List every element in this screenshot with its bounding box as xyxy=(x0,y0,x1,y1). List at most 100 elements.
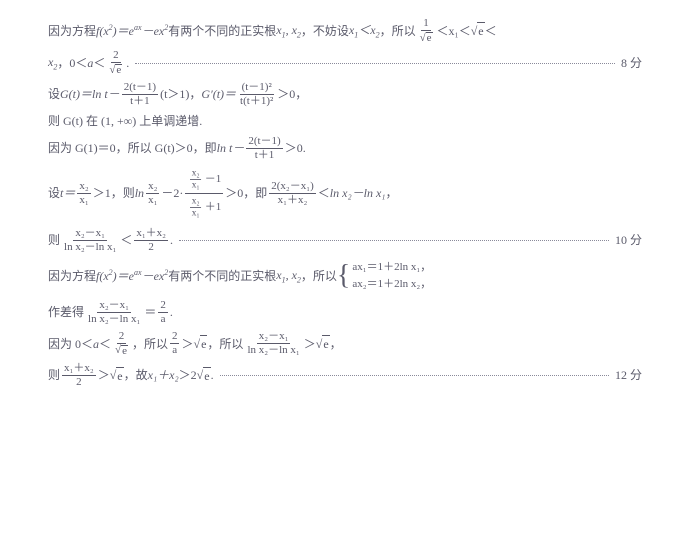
text: ＜x₁＜ xyxy=(437,23,471,40)
brace-top: ax₁＝1＋2ln x₁， xyxy=(352,259,431,277)
sqrt-e: e xyxy=(316,335,330,353)
line2-content: x2 ，0＜ a ＜ 2 e . xyxy=(48,50,129,76)
text: ，0＜ xyxy=(57,55,87,72)
points-12: 12 分 xyxy=(615,367,642,384)
text: ＞ xyxy=(98,367,110,384)
sqrt-e: e xyxy=(115,345,128,357)
expr-lnt: ln t－ xyxy=(217,140,245,157)
text: ＞2 xyxy=(179,367,197,384)
frac-diff-over-lndiff: x₂－x₁ ln x₂－ln x₁ xyxy=(62,228,118,253)
proof-line-2: x2 ，0＜ a ＜ 2 e . 8 分 xyxy=(48,50,642,76)
line4-content: 则 G(t) 在 (1, +∞) 上单调递增. xyxy=(48,113,202,130)
brace-bot: ax₂＝1＋2ln x₂， xyxy=(352,276,431,294)
text: 有两个不同的正实根 xyxy=(168,23,276,40)
text: ＞1，则 xyxy=(93,185,135,202)
expr-x1x2b: x1, x2 xyxy=(276,267,301,286)
text: ， xyxy=(385,185,397,202)
proof-line-9: 作差得 x₂－x₁ ln x₂－ln x₁ ＝ 2 a . xyxy=(48,300,642,325)
text: ＞0， xyxy=(277,86,307,103)
sqrt-e: e xyxy=(471,22,485,40)
expr-x1plusx2: x₁＋x₂ xyxy=(148,367,179,384)
proof-line-4: 则 G(t) 在 (1, +∞) 上单调递增. xyxy=(48,113,642,130)
text: ＜ xyxy=(93,55,105,72)
proof-line-10: 因为 0＜ a ＜ 2 e ，所以 2 a ＞ e ，所以 x₂－x₁ ln x… xyxy=(48,331,642,357)
text: ，所以 xyxy=(301,268,337,285)
text: 因为方程 xyxy=(48,268,96,285)
frac-2-over-a: 2 a xyxy=(158,300,168,325)
text: ＜ xyxy=(120,232,132,249)
dot-leader xyxy=(179,240,609,241)
proof-line-3: 设 G(t)＝ln t－ 2(t－1) t＋1 (t＞1) ， G′(t)＝ (… xyxy=(48,82,642,107)
expr-x1x2: x1, x2 xyxy=(276,22,301,41)
sqrt-e: e xyxy=(420,32,433,44)
text: ＜ xyxy=(318,185,330,202)
text: －2· xyxy=(161,185,183,202)
text: 有两个不同的正实根 xyxy=(168,268,276,285)
line11-content: 则 x₁＋x₂ 2 ＞ e ，故 x₁＋x₂ ＞2 e . xyxy=(48,363,214,388)
dot-leader xyxy=(135,63,615,64)
text: 设 xyxy=(48,86,60,103)
frac-big: x₂x₁ －1 x₂x₁ ＋1 xyxy=(185,167,223,220)
text: 因为 G(1)＝0，所以 G(t)＞0，即 xyxy=(48,140,217,157)
expr-fx2b: f(x2)＝eax－ex2 xyxy=(96,267,168,285)
expr-x2: x2 xyxy=(48,54,57,73)
text: . xyxy=(170,232,173,249)
text: ＞ xyxy=(304,336,316,353)
line5-content: 因为 G(1)＝0，所以 G(t)＞0，即 ln t－ 2(t－1) t＋1 ＞… xyxy=(48,136,306,161)
text: ＜ xyxy=(99,336,111,353)
text: 则 xyxy=(48,367,60,384)
line8-content: 因为方程 f(x2)＝eax－ex2 有两个不同的正实根 x1, x2 ，所以 … xyxy=(48,259,431,294)
text: ，所以 xyxy=(380,23,416,40)
proof-line-1: 因为方程 f(x2)＝eax－ex2 有两个不同的正实根 x1, x2 ，不妨设… xyxy=(48,18,642,44)
text: ， xyxy=(330,336,342,353)
line6-content: 设 t＝ x₂ x₁ ＞1，则 ln x₂ x₁ －2· x₂x₁ －1 x₂x… xyxy=(48,167,397,220)
expr-Gprime-lhs: G′(t)＝ xyxy=(201,86,236,103)
text: . xyxy=(211,367,214,384)
frac-2-sqrte: 2 e xyxy=(107,50,124,76)
text: ，故 xyxy=(124,367,148,384)
frac-x1x2-over-2b: x₁＋x₂ 2 xyxy=(62,363,96,388)
frac-2x2x1: 2(x₂－x₁) x₁＋x₂ xyxy=(269,181,316,206)
text: ＞0. xyxy=(285,140,306,157)
frac-x2x1b: x₂ x₁ xyxy=(146,181,159,206)
expr-lnx2lnx1: ln x₂－ln x₁ xyxy=(330,185,386,202)
sqrt-e: e xyxy=(194,335,208,353)
text: 因为方程 xyxy=(48,23,96,40)
text: . xyxy=(170,304,173,321)
line7-content: 则 x₂－x₁ ln x₂－ln x₁ ＜ x₁＋x₂ 2 . xyxy=(48,228,173,253)
text: ，所以 xyxy=(207,336,243,353)
text: 作差得 xyxy=(48,304,84,321)
brace-system: ax₁＝1＋2ln x₁， ax₂＝1＋2ln x₂， xyxy=(337,259,431,294)
text: 因为 0＜ xyxy=(48,336,93,353)
frac-Gt2: 2(t－1) t＋1 xyxy=(246,136,282,161)
frac-diff-over-lndiff2: x₂－x₁ ln x₂－ln x₁ xyxy=(86,300,142,325)
frac-x2x1: x₂ x₁ xyxy=(77,181,90,206)
frac-2-over-a2: 2 a xyxy=(170,331,180,356)
expr-Gt-lhs: G(t)＝ln t－ xyxy=(60,86,120,103)
proof-line-7: 则 x₂－x₁ ln x₂－ln x₁ ＜ x₁＋x₂ 2 . 10 分 xyxy=(48,228,642,253)
frac-Gprime: (t－1)² t(t＋1)² xyxy=(238,82,275,107)
frac-Gt: 2(t－1) t＋1 xyxy=(122,82,158,107)
text: 设 xyxy=(48,185,60,202)
text: ＞0，即 xyxy=(225,185,267,202)
text: (t＞1) xyxy=(160,86,189,103)
proof-line-5: 因为 G(1)＝0，所以 G(t)＞0，即 ln t－ 2(t－1) t＋1 ＞… xyxy=(48,136,642,161)
proof-line-6: 设 t＝ x₂ x₁ ＞1，则 ln x₂ x₁ －2· x₂x₁ －1 x₂x… xyxy=(48,167,642,220)
frac-diff-over-lndiff3: x₂－x₁ ln x₂－ln x₁ xyxy=(245,331,301,356)
line3-content: 设 G(t)＝ln t－ 2(t－1) t＋1 (t＞1) ， G′(t)＝ (… xyxy=(48,82,307,107)
dot-leader xyxy=(220,375,609,376)
text: ＜ xyxy=(485,23,497,40)
text: ，所以 xyxy=(132,336,168,353)
sqrt-e: e xyxy=(109,64,122,76)
points-10: 10 分 xyxy=(615,232,642,249)
expr-t-eq: t＝ xyxy=(60,185,75,202)
frac-2-sqrte2: 2 e xyxy=(113,331,130,357)
points-8: 8 分 xyxy=(621,55,642,72)
text: . xyxy=(126,55,129,72)
text: 则 xyxy=(48,232,60,249)
sqrt-e: e xyxy=(197,367,211,385)
line1-content: 因为方程 f(x2)＝eax－ex2 有两个不同的正实根 x1, x2 ，不妨设… xyxy=(48,18,497,44)
frac-1-sqrte: 1 e xyxy=(418,18,435,44)
expr-x1ltx2: x1＜x2 xyxy=(349,22,380,41)
frac-x1x2-over-2: x₁＋x₂ 2 xyxy=(134,228,168,253)
